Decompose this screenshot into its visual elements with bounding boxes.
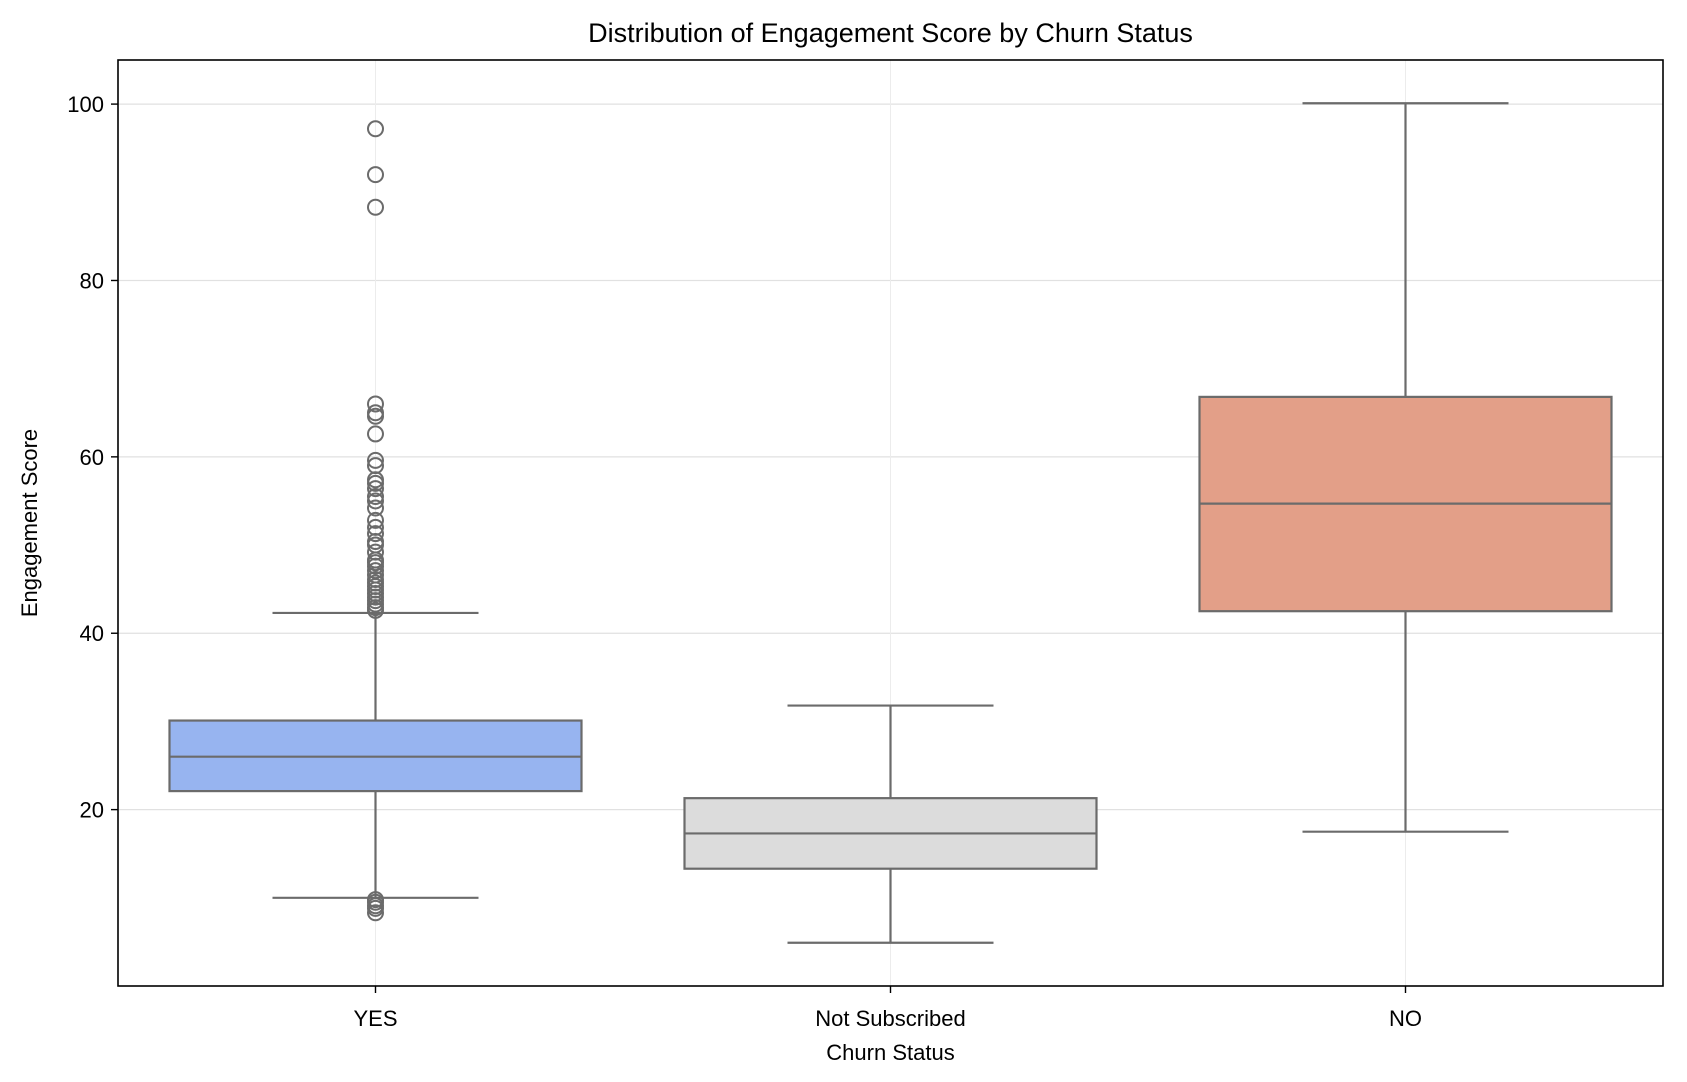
outlier-point — [367, 407, 384, 425]
outlier-point — [367, 474, 384, 492]
outlier-point — [367, 120, 384, 138]
x-tick-label: Not Subscribed — [815, 1006, 965, 1031]
outlier-point — [367, 499, 384, 517]
outlier-point — [367, 511, 384, 529]
box-series — [168, 102, 1613, 944]
outlier-point — [367, 525, 384, 543]
box-yes — [168, 120, 583, 922]
y-tick-label: 40 — [80, 621, 104, 646]
y-tick-label: 60 — [80, 445, 104, 470]
outlier-point — [367, 488, 384, 506]
y-tick-label: 100 — [67, 92, 104, 117]
outlier-point — [367, 601, 384, 619]
chart-title: Distribution of Engagement Score by Chur… — [588, 18, 1193, 48]
axes: 20 40 60 80 100 YES Not Subscribed NO — [67, 92, 1422, 1031]
outlier-point — [367, 904, 384, 922]
outlier-point — [367, 480, 384, 498]
x-tick-label: NO — [1389, 1006, 1422, 1031]
outlier-point — [367, 166, 384, 184]
y-axis-label: Engagement Score — [17, 429, 42, 617]
outlier-point — [367, 899, 384, 917]
box-no — [1198, 102, 1613, 833]
box-not-subscribed — [683, 704, 1098, 944]
outlier-point — [367, 198, 384, 216]
outlier-point — [367, 395, 384, 413]
outlier-point — [367, 451, 384, 469]
outlier-point — [367, 492, 384, 510]
x-axis-label: Churn Status — [826, 1040, 954, 1065]
outlier-point — [367, 557, 384, 575]
y-tick-label: 20 — [80, 798, 104, 823]
x-tick-label: YES — [353, 1006, 397, 1031]
y-tick-label: 80 — [80, 268, 104, 293]
outlier-point — [367, 425, 384, 443]
